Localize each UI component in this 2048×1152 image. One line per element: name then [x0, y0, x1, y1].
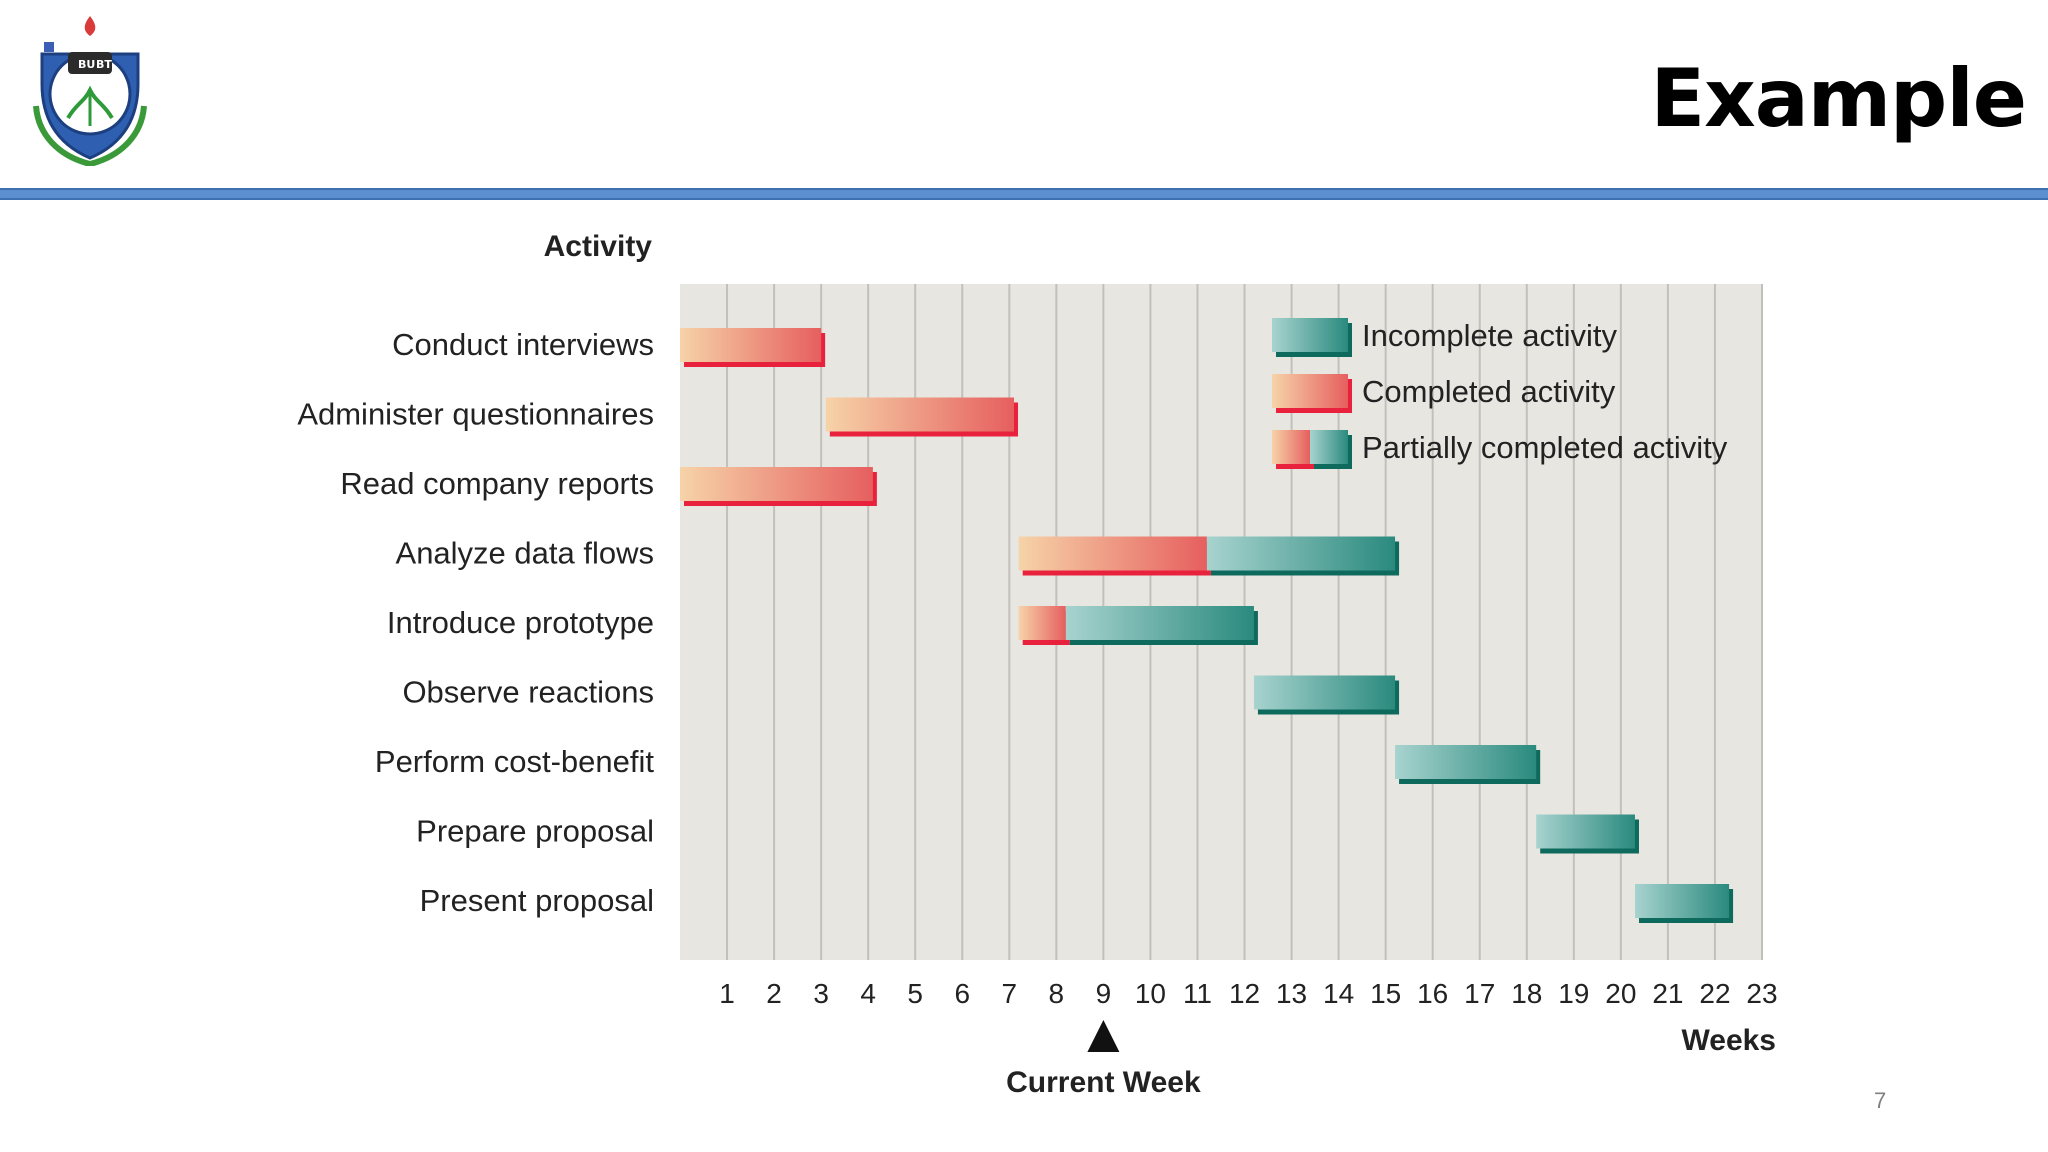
legend-swatch-partial-todo	[1310, 430, 1348, 464]
x-tick-label-16: 16	[1417, 978, 1448, 1009]
gantt-bar-incomplete	[1395, 745, 1537, 779]
x-tick-label-2: 2	[766, 978, 782, 1009]
x-tick-label-13: 13	[1276, 978, 1307, 1009]
page-number: 7	[1874, 1088, 1887, 1113]
gantt-bar-incomplete	[1253, 675, 1396, 710]
x-tick-label-11: 11	[1183, 978, 1212, 1009]
gantt-bar-completed	[1018, 536, 1207, 571]
x-tick-label-19: 19	[1558, 978, 1589, 1009]
x-tick-label-8: 8	[1049, 978, 1065, 1009]
activity-label: Conduct interviews	[392, 327, 654, 362]
gantt-bar-incomplete	[1065, 606, 1254, 640]
x-tick-label-17: 17	[1464, 978, 1495, 1009]
x-tick-label-14: 14	[1323, 978, 1354, 1009]
legend-swatch-completed	[1272, 374, 1348, 408]
activity-label: Introduce prototype	[387, 605, 654, 640]
activity-label: Present proposal	[420, 883, 654, 918]
gantt-bar-completed	[680, 328, 822, 362]
legend-swatch-incomplete	[1272, 318, 1348, 352]
header-divider	[0, 188, 2048, 200]
activity-label: Read company reports	[340, 466, 654, 501]
x-tick-label-4: 4	[860, 978, 876, 1009]
x-tick-label-5: 5	[907, 978, 923, 1009]
x-axis-label: Weeks	[1681, 1024, 1776, 1057]
gantt-bar-incomplete	[1206, 536, 1396, 571]
activity-label: Administer questionnaires	[297, 397, 654, 432]
university-logo: BU BT	[28, 14, 152, 168]
activity-label: Analyze data flows	[396, 536, 654, 571]
x-tick-label-18: 18	[1511, 978, 1542, 1009]
slide-title: Example	[1650, 52, 2027, 145]
gantt-bar-incomplete	[1536, 814, 1635, 849]
gantt-bar-incomplete	[1634, 884, 1730, 918]
x-tick-label-22: 22	[1699, 978, 1730, 1009]
x-tick-label-20: 20	[1605, 978, 1636, 1009]
svg-text:BT: BT	[96, 58, 112, 71]
gantt-bar-completed	[825, 397, 1015, 432]
x-tick-label-15: 15	[1370, 978, 1401, 1009]
y-axis-heading: Activity	[544, 230, 653, 263]
gantt-bar-completed	[1018, 606, 1066, 640]
activity-label: Observe reactions	[402, 675, 654, 710]
x-tick-label-3: 3	[813, 978, 829, 1009]
gantt-bar-completed	[680, 467, 873, 501]
legend-label: Completed activity	[1362, 374, 1616, 409]
legend-label: Partially completed activity	[1362, 430, 1728, 465]
activity-label: Prepare proposal	[416, 814, 654, 849]
current-week-marker-icon	[1087, 1020, 1120, 1052]
x-tick-label-9: 9	[1096, 978, 1112, 1009]
x-tick-label-21: 21	[1652, 978, 1683, 1009]
legend-label: Incomplete activity	[1362, 318, 1617, 353]
x-tick-label-1: 1	[719, 978, 735, 1009]
svg-text:BU: BU	[78, 58, 95, 71]
x-tick-label-23: 23	[1746, 978, 1777, 1009]
activity-label: Perform cost-benefit	[375, 744, 654, 779]
x-tick-label-6: 6	[954, 978, 970, 1009]
current-week-label: Current Week	[1006, 1066, 1201, 1099]
flame-icon	[84, 16, 96, 36]
legend-swatch-partial-done	[1272, 430, 1310, 464]
x-tick-label-10: 10	[1135, 978, 1166, 1009]
x-tick-label-12: 12	[1229, 978, 1260, 1009]
x-tick-label-7: 7	[1002, 978, 1018, 1009]
